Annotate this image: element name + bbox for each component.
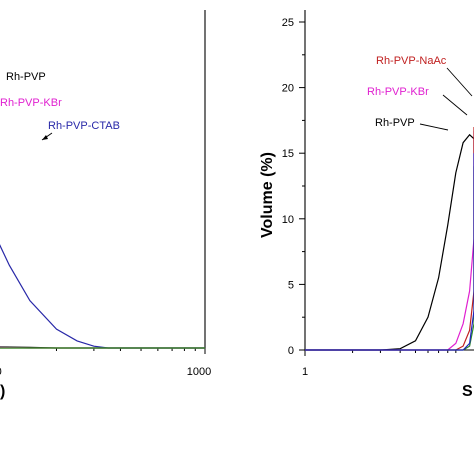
arrow-kbr xyxy=(442,94,468,116)
right-panel: 0 5 10 15 20 25 1 Volume (%) S Rh-PVP-NaAc Rh… xyxy=(259,10,474,400)
right-y-tick-label: 20 xyxy=(282,83,294,95)
right-series-line-4 xyxy=(305,153,474,351)
right-x-tick-label: 1 xyxy=(302,366,308,378)
right-series-line-2 xyxy=(305,127,474,351)
left-x-axis-label: ) xyxy=(0,383,5,400)
left-x-tick-label: 1000 xyxy=(187,366,211,378)
left-series-line-3 xyxy=(0,347,205,349)
right-series-line-3 xyxy=(305,166,474,351)
arrowhead-ctab xyxy=(42,135,48,140)
annotation-rh-pvp-left: Rh-PVP xyxy=(6,71,46,83)
left-series-line-0 xyxy=(0,346,205,349)
left-series-line-2 xyxy=(0,244,205,349)
left-x-tick-label: 100 xyxy=(0,366,2,378)
left-series-line-4 xyxy=(0,347,205,349)
right-y-tick-label: 10 xyxy=(282,214,294,226)
right-y-ticks: 0 5 10 15 20 25 xyxy=(282,17,305,357)
annotation-rh-pvp-kbr-left: Rh-PVP-KBr xyxy=(0,97,62,109)
arrow-naac xyxy=(446,67,473,97)
right-plot-area xyxy=(305,127,474,351)
left-panel: 100 1000 ) Rh-PVP Rh-PVP-KBr Rh-PVP-CTAB xyxy=(0,10,211,400)
left-series-line-1 xyxy=(0,346,205,349)
annotation-rh-pvp: Rh-PVP xyxy=(375,117,415,129)
right-series-line-1 xyxy=(305,130,474,351)
left-plot-area xyxy=(0,244,205,349)
arrow-rh-pvp xyxy=(419,123,449,131)
right-x-axis-label: S xyxy=(462,383,473,400)
right-y-tick-label: 15 xyxy=(282,148,294,160)
right-y-tick-label: 5 xyxy=(288,279,294,291)
right-y-tick-label: 0 xyxy=(288,345,294,357)
right-y-axis-label: Volume (%) xyxy=(259,152,276,238)
annotation-rh-pvp-kbr: Rh-PVP-KBr xyxy=(367,86,429,98)
annotation-rh-pvp-ctab-left: Rh-PVP-CTAB xyxy=(48,120,120,132)
annotation-rh-pvp-naac: Rh-PVP-NaAc xyxy=(376,55,447,67)
right-series-line-0 xyxy=(305,133,474,351)
right-y-tick-label: 25 xyxy=(282,17,294,29)
